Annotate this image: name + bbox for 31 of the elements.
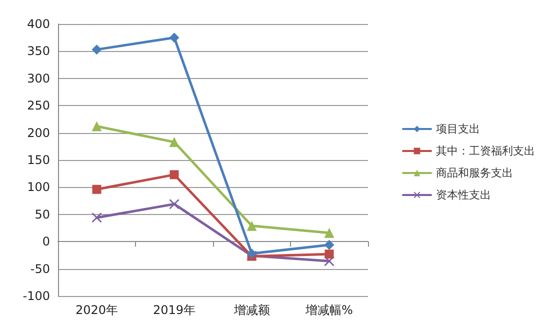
point	[92, 184, 102, 194]
y-tick-label: 400	[27, 17, 50, 31]
point	[169, 32, 180, 43]
y-tick-label: 50	[34, 207, 50, 222]
y-tick-label: 0	[42, 234, 50, 249]
point	[170, 170, 179, 180]
x-tick-label: 增减幅%	[304, 303, 353, 317]
y-tick-label: -100	[22, 289, 50, 303]
x-tick-label: 2019年	[152, 303, 196, 317]
point	[324, 228, 334, 238]
point	[246, 220, 257, 231]
legend-label: 项目支出	[436, 122, 480, 136]
x-tick-label: 增减额	[232, 303, 270, 317]
y-tick-label: 350	[27, 44, 50, 58]
point	[92, 44, 102, 55]
y-tick-label: 200	[27, 126, 50, 140]
point	[324, 250, 334, 259]
point	[169, 199, 180, 210]
point	[92, 212, 102, 223]
y-tick-label: 100	[27, 180, 50, 194]
y-tick-label: -50	[30, 262, 50, 276]
legend-label: 其中：工资福利支出	[436, 144, 535, 158]
x-tick-label: 2020年	[75, 303, 118, 317]
point	[169, 137, 180, 148]
y-tick-label: 150	[27, 153, 50, 167]
point	[324, 240, 334, 250]
y-tick-label: 300	[27, 71, 50, 86]
legend-label: 商品和服务支出	[436, 166, 513, 180]
y-tick-label: 250	[27, 98, 50, 113]
legend-label: 资本性支出	[436, 188, 491, 202]
point	[92, 121, 102, 132]
